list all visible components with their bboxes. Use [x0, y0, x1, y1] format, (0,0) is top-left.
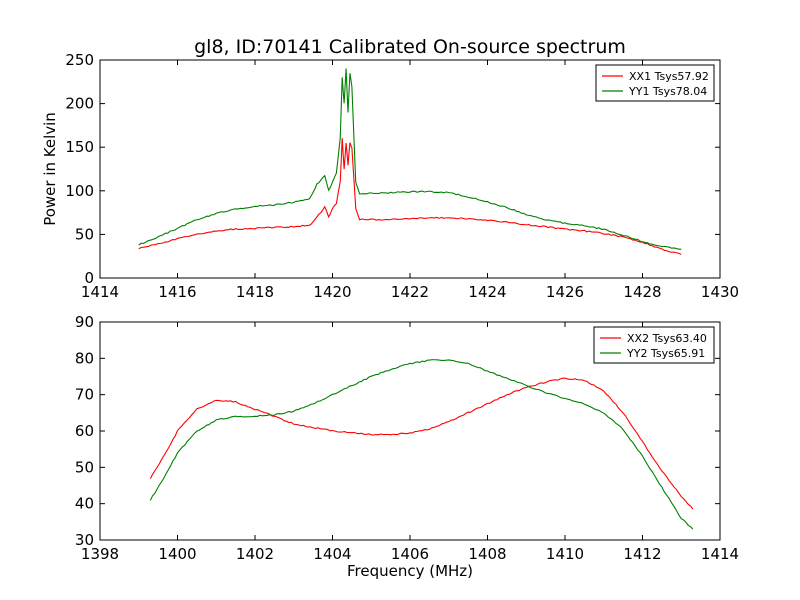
x-tick-label: 1398 [81, 545, 119, 563]
x-tick-label: 1430 [701, 283, 739, 301]
x-tick-label: 1414 [701, 545, 739, 563]
y-tick-label: 150 [65, 138, 94, 156]
y-tick-label: 90 [75, 313, 94, 331]
x-tick-label: 1402 [236, 545, 274, 563]
x-tick-label: 1422 [391, 283, 429, 301]
legend: XX2 Tsys63.40 YY2 Tsys65.91 [593, 326, 715, 364]
x-tick-label: 1426 [546, 283, 584, 301]
chart-title: gl8, ID:70141 Calibrated On-source spect… [194, 36, 626, 58]
chart-panel-bottom: 1398 1400 1402 1404 1406 1408 1410 1412 1414 30 40… [75, 313, 739, 563]
x-tick-label: 1400 [158, 545, 196, 563]
x-axis-label-bottom: Frequency (MHz) [347, 562, 473, 580]
x-tick-label: 1412 [623, 545, 661, 563]
y-tick-label: 50 [75, 458, 94, 476]
y-tick-label: 30 [75, 531, 94, 549]
legend: XX1 Tsys57.92 YY1 Tsys78.04 [595, 64, 715, 102]
legend-label: YY2 Tsys65.91 [626, 347, 705, 360]
x-tick-label: 1420 [313, 283, 351, 301]
legend-label: YY1 Tsys78.04 [628, 85, 707, 98]
chart-panel-top: 1414 1416 1418 1420 1422 1424 1426 1428 1430 0 50 1… [65, 51, 739, 301]
x-tick-label: 1424 [468, 283, 506, 301]
y-tick-label: 60 [75, 422, 94, 440]
x-tick-label: 1408 [468, 545, 506, 563]
y-tick-label: 200 [65, 95, 94, 113]
legend-box [595, 64, 715, 102]
series-line-xx-panel-1 [138, 138, 682, 255]
legend-box [593, 326, 715, 364]
y-tick-label: 250 [65, 51, 94, 69]
x-tick-label: 1406 [391, 545, 429, 563]
y-tick-label: 0 [84, 269, 94, 287]
series-line-xx-panel-2 [149, 377, 694, 510]
series-line-yy-panel-2 [149, 359, 694, 530]
y-tick-label: 70 [75, 386, 94, 404]
y-tick-label: 40 [75, 495, 94, 513]
y-tick-label: 100 [65, 182, 94, 200]
series-line-yy-panel-1 [138, 68, 682, 250]
x-tick-label: 1416 [158, 283, 196, 301]
x-tick-label: 1404 [313, 545, 351, 563]
y-tick-label: 50 [75, 225, 94, 243]
x-tick-label: 1418 [236, 283, 274, 301]
x-tick-label: 1414 [81, 283, 119, 301]
legend-label: XX2 Tsys63.40 [627, 332, 707, 345]
y-axis-label-top: Power in Kelvin [41, 112, 59, 226]
x-tick-label: 1428 [623, 283, 661, 301]
legend-label: XX1 Tsys57.92 [629, 70, 709, 83]
y-tick-label: 80 [75, 349, 94, 367]
x-tick-label: 1410 [546, 545, 584, 563]
